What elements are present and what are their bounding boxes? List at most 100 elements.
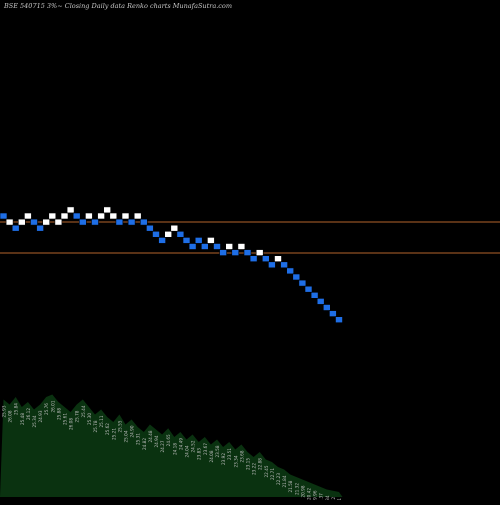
price-label: 23.22 bbox=[252, 463, 257, 475]
price-label: 24.94 bbox=[154, 435, 159, 447]
price-label: 26.01 bbox=[50, 400, 55, 412]
price-label: 24.65 bbox=[166, 434, 171, 446]
renko-brick-down bbox=[213, 243, 221, 250]
price-label: 22.88 bbox=[258, 458, 263, 470]
renko-brick-down bbox=[268, 261, 276, 269]
renko-brick-down bbox=[243, 249, 252, 256]
renko-brick-down bbox=[127, 218, 136, 226]
price-label: 23.92 bbox=[221, 453, 226, 465]
renko-brick-down bbox=[79, 218, 87, 226]
renko-brick-down bbox=[201, 243, 209, 250]
price-label: 23.15 bbox=[246, 458, 251, 470]
renko-brick-down bbox=[115, 218, 124, 226]
renko-brick-down bbox=[292, 273, 301, 281]
price-label: 24.27 bbox=[160, 440, 165, 452]
price-label: 19.37 bbox=[319, 493, 324, 500]
chart-title: BSE 540715 3%~ Closing Daily data Renko … bbox=[4, 2, 232, 10]
renko-brick-up bbox=[274, 255, 282, 262]
renko-brick-up bbox=[17, 218, 26, 226]
price-label: 25.78 bbox=[75, 410, 80, 422]
renko-brick-down bbox=[249, 255, 258, 262]
renko-brick-down bbox=[158, 237, 166, 244]
price-label: 24.93 bbox=[38, 410, 43, 422]
price-label: 24.52 bbox=[191, 440, 196, 452]
price-label: 20.98 bbox=[300, 485, 305, 497]
renko-brick-down bbox=[286, 267, 295, 275]
price-label: 24.90 bbox=[130, 425, 135, 437]
price-label: 22.23 bbox=[276, 473, 281, 485]
price-label: 21.58 bbox=[288, 480, 293, 492]
renko-brick-up bbox=[164, 231, 172, 238]
price-label: 20.42 bbox=[307, 488, 312, 500]
volume-area-fill bbox=[0, 394, 343, 497]
price-label: 24.49 bbox=[178, 438, 183, 450]
price-label: 25.30 bbox=[87, 413, 92, 425]
renko-brick-up bbox=[207, 237, 215, 244]
price-label: 18.12 bbox=[331, 496, 336, 500]
price-label: 26.12 bbox=[26, 408, 31, 420]
renko-brick-up bbox=[66, 206, 75, 214]
renko-brick-up bbox=[60, 212, 69, 220]
price-label: 23.67 bbox=[203, 443, 208, 455]
price-label: 24.18 bbox=[172, 443, 177, 455]
renko-brick-up bbox=[85, 212, 93, 220]
renko-brick-down bbox=[316, 298, 325, 305]
renko-brick-down bbox=[322, 304, 331, 311]
price-label: 23.58 bbox=[215, 445, 220, 457]
renko-brick-down bbox=[146, 224, 154, 232]
renko-brick-down bbox=[298, 279, 307, 287]
renko-brick-down bbox=[140, 218, 148, 226]
renko-brick-up bbox=[109, 212, 118, 220]
renko-brick-up bbox=[97, 212, 105, 220]
price-label: 26.08 bbox=[69, 418, 74, 430]
price-label: 24.48 bbox=[148, 430, 153, 442]
price-label: 25.62 bbox=[105, 423, 110, 435]
reference-lines bbox=[0, 221, 500, 254]
price-label: 23.51 bbox=[227, 448, 232, 460]
price-label: 25.88 bbox=[56, 408, 61, 420]
renko-brick-up bbox=[121, 212, 130, 220]
price-label: 25.34 bbox=[32, 415, 37, 427]
renko-brick-down bbox=[176, 231, 185, 238]
price-label: 25.31 bbox=[136, 433, 141, 445]
price-label: 22.71 bbox=[270, 468, 275, 480]
price-label: 22.45 bbox=[264, 465, 269, 477]
price-label: 23.83 bbox=[197, 448, 202, 460]
price-label: 24.08 bbox=[209, 450, 214, 462]
price-label: 21.32 bbox=[294, 483, 299, 495]
renko-brick-down bbox=[0, 212, 8, 220]
price-label: 24.82 bbox=[142, 438, 147, 450]
renko-brick-up bbox=[42, 218, 51, 226]
renko-brick-down bbox=[188, 243, 197, 250]
price-label: 21.84 bbox=[282, 475, 287, 487]
renko-brick-up bbox=[133, 212, 142, 220]
renko-brick-up bbox=[24, 212, 32, 220]
renko-brick-down bbox=[36, 224, 44, 232]
renko-brick-up bbox=[103, 206, 111, 214]
price-label: 23.68 bbox=[239, 450, 244, 462]
price-label: 25.76 bbox=[44, 403, 49, 415]
renko-brick-up bbox=[5, 218, 14, 226]
renko-bricks bbox=[0, 206, 343, 324]
price-label: 24.04 bbox=[185, 445, 190, 457]
price-label: 19.96 bbox=[313, 490, 318, 500]
renko-brick-up bbox=[54, 218, 63, 226]
price-label: 25.84 bbox=[14, 403, 19, 415]
renko-brick-up bbox=[225, 243, 233, 250]
renko-brick-down bbox=[194, 237, 203, 244]
price-label: 25.55 bbox=[117, 420, 122, 432]
renko-brick-down bbox=[11, 224, 20, 232]
renko-brick-down bbox=[335, 316, 343, 324]
renko-brick-down bbox=[72, 212, 81, 220]
renko-brick-up bbox=[237, 243, 246, 250]
renko-brick-down bbox=[231, 249, 240, 256]
renko-brick-down bbox=[329, 310, 337, 317]
renko-brick-down bbox=[310, 291, 319, 299]
renko-brick-up bbox=[170, 224, 179, 232]
renko-brick-down bbox=[30, 218, 38, 226]
price-label: 25.04 bbox=[124, 430, 129, 442]
volume-area bbox=[0, 394, 343, 497]
